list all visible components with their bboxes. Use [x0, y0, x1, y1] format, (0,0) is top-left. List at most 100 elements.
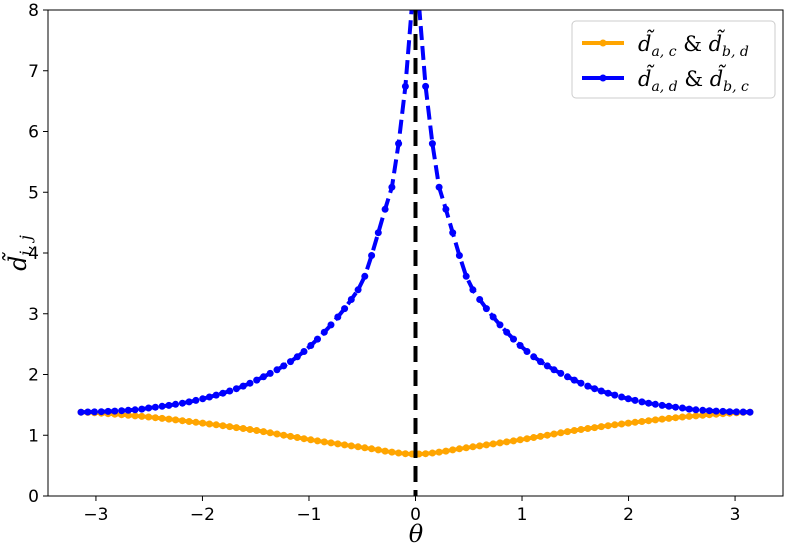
series-2-point: [665, 402, 673, 410]
x-tick-label: 2: [623, 505, 634, 525]
series-2-point: [77, 408, 85, 416]
series-2-point: [570, 376, 578, 384]
series-1-point: [354, 443, 362, 451]
series-2-point: [239, 382, 247, 390]
series-1-point: [422, 450, 430, 458]
series-2-point: [449, 229, 457, 237]
series-2-point: [368, 252, 376, 259]
series-1-point: [327, 439, 335, 447]
series-2-point: [584, 382, 592, 390]
series-2-point: [530, 353, 538, 361]
series-1-point: [489, 440, 497, 448]
series-2-point: [455, 252, 463, 259]
y-tick-label: 8: [28, 1, 39, 21]
x-tick-label: 3: [730, 505, 741, 525]
series-1-point: [699, 411, 707, 419]
y-tick-label: 0: [28, 487, 39, 507]
series-2-point: [550, 366, 558, 374]
series-2-point: [476, 296, 484, 303]
series-2-point: [246, 379, 254, 387]
series-1-point: [428, 449, 436, 457]
series-1-point: [516, 436, 524, 444]
series-2-point: [442, 205, 450, 213]
series-1-point: [476, 442, 484, 450]
series-1-point: [293, 434, 301, 441]
series-1-point: [192, 418, 200, 426]
series-2-point: [564, 373, 571, 381]
series-1-point: [172, 416, 180, 424]
series-1-point: [381, 447, 389, 455]
series-2-point: [482, 305, 490, 313]
series-1-point: [557, 429, 565, 437]
series-1-point: [307, 436, 315, 444]
series-2-point: [631, 396, 639, 404]
series-1-point: [672, 414, 680, 422]
series-2-point: [253, 376, 261, 384]
series-2-point: [624, 395, 632, 403]
series-1-point: [395, 449, 403, 457]
series-1-point: [368, 445, 376, 453]
y-tick-label: 1: [28, 426, 39, 446]
series-2-point: [726, 408, 734, 416]
series-1-point: [496, 439, 504, 447]
series-1-point: [503, 438, 511, 446]
series-1-point: [570, 427, 578, 434]
y-tick-label: 2: [28, 366, 39, 386]
series-2-point: [314, 335, 321, 343]
series-2-point: [658, 401, 666, 409]
series-2-point: [422, 82, 430, 90]
legend-marker-orange: [599, 39, 607, 47]
series-1-point: [462, 444, 470, 452]
y-tick-label: 4: [28, 244, 39, 264]
series-1-point: [145, 413, 153, 421]
series-1-point: [692, 412, 700, 420]
series-1-point: [320, 438, 328, 446]
series-1: [77, 408, 754, 458]
series-2-point: [577, 379, 585, 387]
series-1-point: [455, 445, 463, 453]
series-2-point: [415, 0, 422, 7]
series-2-point: [543, 362, 551, 370]
y-tick-label: 6: [28, 123, 39, 143]
series-2-point: [469, 286, 477, 294]
series-1-point: [131, 412, 139, 420]
series-2-point: [273, 366, 281, 374]
series-1-point: [347, 442, 355, 450]
x-tick-label: −2: [190, 505, 215, 525]
series-2-point: [341, 305, 349, 313]
series-1-point: [530, 434, 538, 441]
series-2-point: [320, 328, 328, 336]
series-1-point: [314, 437, 321, 445]
series-2-point: [712, 407, 720, 415]
series-2-point: [381, 205, 389, 213]
series-1-point: [537, 432, 544, 440]
series-2-point: [395, 140, 403, 148]
series-2-point: [733, 408, 740, 416]
series-2-point: [597, 387, 605, 395]
series-2-point: [212, 391, 220, 399]
series-1-point: [597, 423, 605, 431]
series-1-point: [226, 423, 234, 431]
series-2-point: [158, 402, 166, 410]
series-1-point: [253, 427, 261, 434]
series-1-point: [138, 412, 146, 420]
series-2-point: [307, 342, 315, 349]
series-1-point: [260, 428, 267, 436]
series-layer: [77, 0, 754, 458]
series-2-point: [300, 348, 308, 355]
series-2-point: [557, 369, 565, 377]
series-2-point: [374, 229, 382, 237]
x-tick-label: −1: [296, 505, 321, 525]
series-2-point: [638, 398, 646, 406]
series-2-point: [232, 385, 240, 393]
series-2-point: [199, 395, 207, 403]
series-2: [77, 0, 754, 416]
series-1-point: [185, 418, 193, 425]
series-1-point: [482, 441, 490, 449]
series-2-point: [84, 408, 92, 416]
series-1-point: [658, 415, 666, 423]
legend: d̃a, c & d̃b, d d̃a, d & d̃b, c: [571, 20, 776, 99]
series-2-point: [428, 140, 436, 148]
series-1-point: [287, 432, 294, 440]
